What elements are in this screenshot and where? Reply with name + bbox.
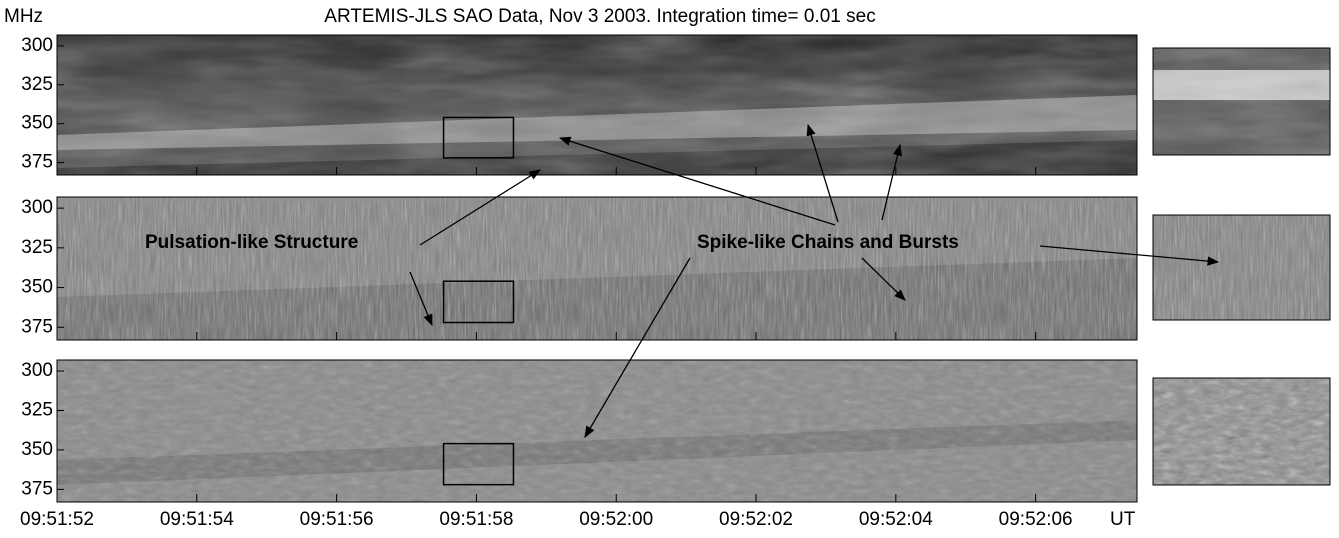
annotation: Pulsation-like Structure xyxy=(145,232,358,253)
x-tick-label: 09:51:58 xyxy=(439,509,513,530)
y-tick-label: 325 xyxy=(21,400,53,421)
y-tick-label: 300 xyxy=(21,360,53,381)
x-tick-label: 09:52:04 xyxy=(859,509,933,530)
x-tick-label: 09:51:56 xyxy=(300,509,374,530)
y-tick-label: 325 xyxy=(21,237,53,258)
y-tick-label: 300 xyxy=(21,197,53,218)
x-axis-label: UT xyxy=(1110,509,1136,530)
y-tick-label: 300 xyxy=(21,35,53,56)
highlight-box xyxy=(442,442,515,486)
y-tick-label: 375 xyxy=(21,316,53,337)
arrows xyxy=(409,123,1220,439)
annotation: Spike-like Chains and Bursts xyxy=(697,232,959,253)
panel-images xyxy=(56,34,1331,503)
x-tick-label: 09:51:52 xyxy=(20,509,94,530)
y-tick-label: 350 xyxy=(21,439,53,460)
x-tick-label: 09:52:06 xyxy=(999,509,1073,530)
highlight-box xyxy=(442,280,515,324)
y-tick-label: 375 xyxy=(21,152,53,173)
y-tick-label: 350 xyxy=(21,277,53,298)
highlight-box xyxy=(442,116,515,159)
y-axis-label: MHz xyxy=(4,6,43,27)
x-tick-label: 09:51:54 xyxy=(160,509,234,530)
y-tick-label: 350 xyxy=(21,113,53,134)
y-tick-label: 325 xyxy=(21,74,53,95)
x-tick-label: 09:52:00 xyxy=(579,509,653,530)
chart-title: ARTEMIS-JLS SAO Data, Nov 3 2003. Integr… xyxy=(324,6,875,27)
x-tick-label: 09:52:02 xyxy=(719,509,793,530)
y-tick-label: 375 xyxy=(21,478,53,499)
